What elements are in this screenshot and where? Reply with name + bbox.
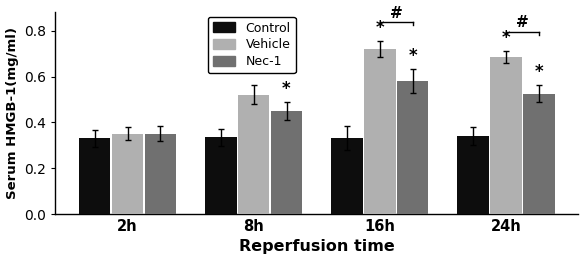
Bar bbox=[491, 57, 522, 214]
Bar bbox=[364, 49, 395, 214]
Text: #: # bbox=[390, 6, 402, 21]
Bar bbox=[238, 95, 269, 214]
Text: *: * bbox=[534, 63, 543, 81]
Bar bbox=[457, 136, 489, 214]
Bar bbox=[523, 94, 555, 214]
Bar bbox=[205, 137, 237, 214]
Bar bbox=[112, 134, 143, 214]
Y-axis label: Serum HMGB-1(mg/ml): Serum HMGB-1(mg/ml) bbox=[6, 27, 19, 199]
Text: *: * bbox=[282, 80, 291, 98]
Text: #: # bbox=[516, 15, 529, 30]
Bar bbox=[145, 134, 176, 214]
Bar bbox=[271, 111, 303, 214]
Text: *: * bbox=[249, 63, 258, 81]
Text: *: * bbox=[502, 29, 510, 47]
Bar bbox=[331, 138, 363, 214]
Bar bbox=[79, 138, 110, 214]
X-axis label: Reperfusion time: Reperfusion time bbox=[239, 239, 395, 255]
Legend: Control, Vehicle, Nec-1: Control, Vehicle, Nec-1 bbox=[208, 17, 296, 73]
Bar bbox=[397, 81, 429, 214]
Text: *: * bbox=[408, 47, 417, 65]
Text: *: * bbox=[376, 19, 384, 37]
Text: #: # bbox=[264, 50, 276, 65]
